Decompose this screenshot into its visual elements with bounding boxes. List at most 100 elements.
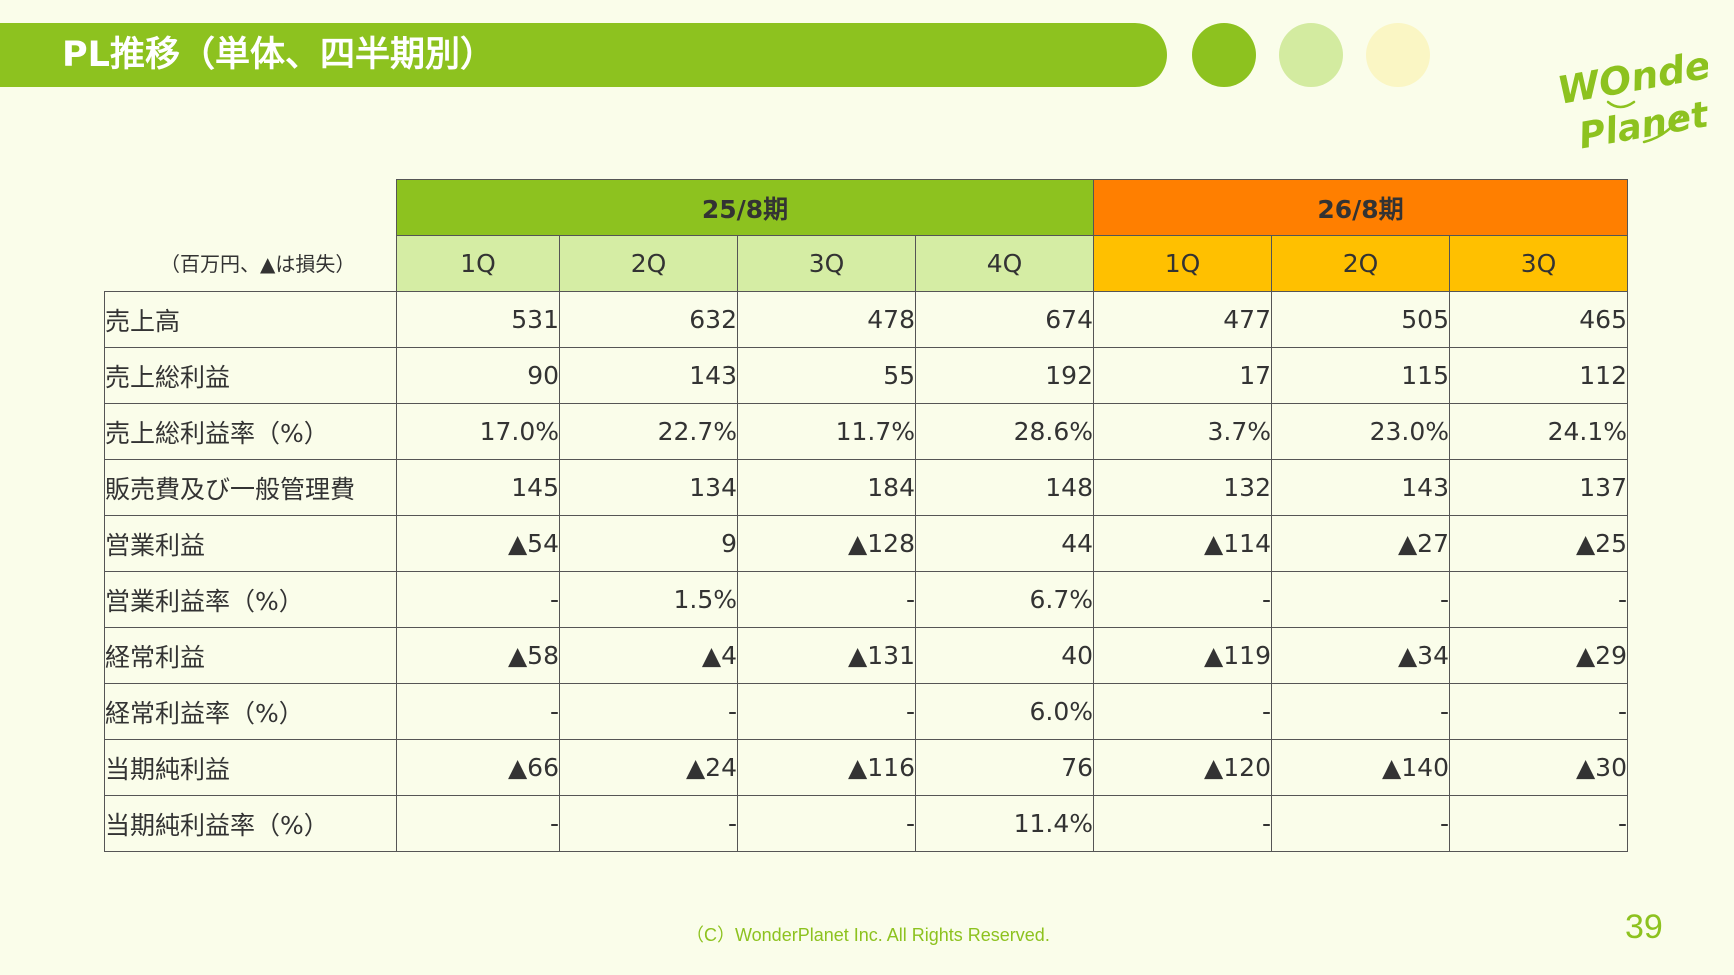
- value-cell: ▲58: [396, 627, 560, 684]
- value-cell: 23.0%: [1271, 403, 1450, 460]
- wonderplanet-logo: WOnder Planet: [1554, 40, 1708, 150]
- value-cell: -: [737, 795, 916, 852]
- value-cell: 134: [559, 459, 738, 516]
- value-cell: 55: [737, 347, 916, 404]
- value-cell: 24.1%: [1449, 403, 1628, 460]
- value-cell: -: [1449, 571, 1628, 628]
- row-label: 売上総利益率（%）: [104, 403, 397, 460]
- unit-note: （百万円、▲は損失）: [160, 252, 356, 276]
- value-cell: 143: [1271, 459, 1450, 516]
- row-label: 売上総利益: [104, 347, 397, 404]
- value-cell: -: [559, 795, 738, 852]
- table-row: 経常利益 ▲58 ▲4 ▲131 40 ▲119 ▲34 ▲29: [104, 627, 1628, 684]
- value-cell: ▲25: [1449, 515, 1628, 572]
- value-cell: ▲34: [1271, 627, 1450, 684]
- value-cell: 22.7%: [559, 403, 738, 460]
- value-cell: 632: [559, 291, 738, 348]
- table-row: 営業利益率（%） -1.5% -6.7% - - -: [104, 571, 1628, 628]
- value-cell: 115: [1271, 347, 1450, 404]
- quarter-header: 2Q: [1271, 235, 1450, 292]
- value-cell: 477: [1093, 291, 1272, 348]
- value-cell: 44: [915, 515, 1094, 572]
- value-cell: -: [1093, 683, 1272, 740]
- value-cell: 11.4%: [915, 795, 1094, 852]
- decorative-dot-cream: [1366, 23, 1430, 87]
- period-header: 26/8期: [1093, 179, 1628, 236]
- table-row: 経常利益率（%） - - -6.0% - - -: [104, 683, 1628, 740]
- quarter-header: 3Q: [737, 235, 916, 292]
- value-cell: 143: [559, 347, 738, 404]
- value-cell: -: [1093, 795, 1272, 852]
- value-cell: -: [1271, 683, 1450, 740]
- value-cell: 112: [1449, 347, 1628, 404]
- quarter-header: 4Q: [915, 235, 1094, 292]
- table-row: 売上高 531 632 478 674 477 505 465: [104, 291, 1628, 348]
- value-cell: ▲30: [1449, 739, 1628, 796]
- value-cell: 531: [396, 291, 560, 348]
- table-row: 販売費及び一般管理費 145 134 184 148 132 143 137: [104, 459, 1628, 516]
- value-cell: -: [1271, 795, 1450, 852]
- value-cell: 192: [915, 347, 1094, 404]
- value-cell: ▲4: [559, 627, 738, 684]
- value-cell: -: [1093, 571, 1272, 628]
- quarter-header: 1Q: [396, 235, 560, 292]
- value-cell: 40: [915, 627, 1094, 684]
- value-cell: 145: [396, 459, 560, 516]
- value-cell: ▲24: [559, 739, 738, 796]
- value-cell: ▲114: [1093, 515, 1272, 572]
- page-number: 39: [1625, 908, 1663, 946]
- value-cell: -: [1449, 795, 1628, 852]
- value-cell: 505: [1271, 291, 1450, 348]
- value-cell: -: [396, 795, 560, 852]
- value-cell: 1.5%: [559, 571, 738, 628]
- value-cell: 3.7%: [1093, 403, 1272, 460]
- quarter-header: 2Q: [559, 235, 738, 292]
- value-cell: 6.0%: [915, 683, 1094, 740]
- quarter-header-row: 1Q 2Q 3Q 4Q 1Q 2Q 3Q: [105, 235, 1628, 292]
- table-row: 当期純利益率（%） - - -11.4% - - -: [104, 795, 1628, 852]
- value-cell: -: [396, 683, 560, 740]
- value-cell: 90: [396, 347, 560, 404]
- value-cell: ▲27: [1271, 515, 1450, 572]
- row-label: 販売費及び一般管理費: [104, 459, 397, 516]
- value-cell: 28.6%: [915, 403, 1094, 460]
- row-label: 営業利益: [104, 515, 397, 572]
- value-cell: -: [396, 571, 560, 628]
- value-cell: -: [737, 571, 916, 628]
- row-label: 当期純利益率（%）: [104, 795, 397, 852]
- value-cell: ▲119: [1093, 627, 1272, 684]
- value-cell: 17.0%: [396, 403, 560, 460]
- page-title: PL推移（単体、四半期別）: [62, 35, 495, 75]
- copyright-footer: （C）WonderPlanet Inc. All Rights Reserved…: [686, 925, 1050, 945]
- row-label: 経常利益率（%）: [104, 683, 397, 740]
- period-header: 25/8期: [396, 179, 1094, 236]
- value-cell: 132: [1093, 459, 1272, 516]
- value-cell: 17: [1093, 347, 1272, 404]
- decorative-dot-green: [1192, 23, 1256, 87]
- value-cell: ▲54: [396, 515, 560, 572]
- table-row: 当期純利益 ▲66 ▲24 ▲116 76 ▲120 ▲140 ▲30: [104, 739, 1628, 796]
- period-header-row: 25/8期 26/8期: [105, 179, 1628, 236]
- row-label: 経常利益: [104, 627, 397, 684]
- header-corner-blank: [105, 236, 397, 292]
- decorative-dot-light-green: [1279, 23, 1343, 87]
- value-cell: -: [1271, 571, 1450, 628]
- value-cell: -: [559, 683, 738, 740]
- title-bar: PL推移（単体、四半期別）: [0, 23, 1167, 87]
- table-row: 売上総利益 90 143 55 192 17 115 112: [104, 347, 1628, 404]
- value-cell: 11.7%: [737, 403, 916, 460]
- table-row: 営業利益 ▲54 9 ▲128 44 ▲114 ▲27 ▲25: [104, 515, 1628, 572]
- quarter-header: 3Q: [1449, 235, 1628, 292]
- header-corner-blank: [105, 180, 397, 236]
- value-cell: 6.7%: [915, 571, 1094, 628]
- value-cell: ▲116: [737, 739, 916, 796]
- value-cell: 465: [1449, 291, 1628, 348]
- row-label: 当期純利益: [104, 739, 397, 796]
- value-cell: 148: [915, 459, 1094, 516]
- pl-table: 25/8期 26/8期 1Q 2Q 3Q 4Q 1Q 2Q 3Q 売上高 531 632 478 674 4…: [104, 179, 1628, 852]
- value-cell: -: [737, 683, 916, 740]
- table-row: 売上総利益率（%） 17.0% 22.7% 11.7% 28.6% 3.7% 23.0% 24…: [104, 403, 1628, 460]
- value-cell: 9: [559, 515, 738, 572]
- value-cell: ▲128: [737, 515, 916, 572]
- value-cell: 76: [915, 739, 1094, 796]
